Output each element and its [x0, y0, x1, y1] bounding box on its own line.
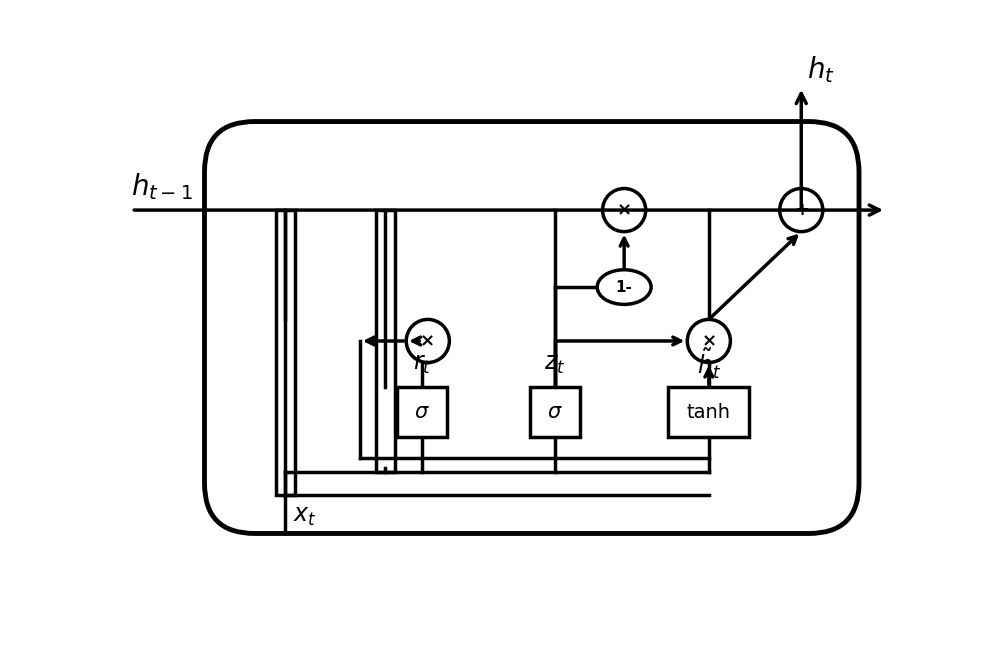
- Text: ×: ×: [617, 201, 632, 219]
- Text: $r_t$: $r_t$: [413, 352, 431, 376]
- Text: $x_t$: $x_t$: [293, 504, 317, 528]
- Circle shape: [780, 188, 823, 232]
- Text: tanh: tanh: [687, 402, 731, 422]
- Circle shape: [406, 320, 449, 362]
- Text: 1-: 1-: [616, 280, 633, 294]
- Bar: [397, 387, 447, 437]
- Text: ×: ×: [701, 332, 716, 350]
- Text: $\sigma$: $\sigma$: [547, 402, 563, 422]
- Text: +: +: [794, 201, 809, 219]
- Text: $z_t$: $z_t$: [544, 352, 566, 376]
- Bar: [668, 387, 749, 437]
- Circle shape: [687, 320, 730, 362]
- Text: $h_t$: $h_t$: [807, 54, 835, 85]
- Text: $\tilde{h}_t$: $\tilde{h}_t$: [697, 347, 721, 381]
- Text: $\sigma$: $\sigma$: [414, 402, 430, 422]
- FancyBboxPatch shape: [205, 122, 859, 534]
- Bar: [376, 210, 395, 472]
- Text: $h_{t-1}$: $h_{t-1}$: [131, 171, 193, 203]
- Bar: [530, 387, 580, 437]
- Bar: [276, 210, 295, 495]
- Text: ×: ×: [420, 332, 435, 350]
- Circle shape: [603, 188, 646, 232]
- Ellipse shape: [597, 270, 651, 304]
